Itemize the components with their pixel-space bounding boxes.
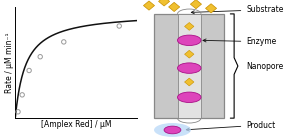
Polygon shape	[143, 1, 155, 10]
Polygon shape	[185, 23, 194, 30]
Point	[117, 25, 122, 27]
Polygon shape	[169, 2, 180, 12]
Ellipse shape	[178, 63, 201, 73]
Text: Product: Product	[186, 121, 275, 131]
Point	[38, 56, 43, 58]
Polygon shape	[190, 0, 202, 9]
Polygon shape	[185, 50, 194, 58]
Point	[16, 111, 20, 113]
Y-axis label: Rate / μM min⁻¹: Rate / μM min⁻¹	[5, 32, 14, 93]
Point	[27, 69, 31, 72]
Polygon shape	[185, 78, 194, 86]
Bar	[154, 14, 224, 118]
Polygon shape	[159, 0, 170, 6]
Bar	[178, 14, 201, 118]
Ellipse shape	[178, 92, 201, 103]
X-axis label: [Amplex Red] / μM: [Amplex Red] / μM	[41, 120, 112, 129]
Point	[20, 94, 25, 96]
Polygon shape	[206, 4, 217, 13]
Text: Enzyme: Enzyme	[203, 37, 277, 46]
Text: Nanopore: Nanopore	[246, 62, 284, 70]
Text: Substrate: Substrate	[191, 5, 284, 14]
Ellipse shape	[154, 123, 191, 137]
Ellipse shape	[164, 126, 181, 134]
Point	[61, 41, 66, 43]
Ellipse shape	[178, 35, 201, 46]
